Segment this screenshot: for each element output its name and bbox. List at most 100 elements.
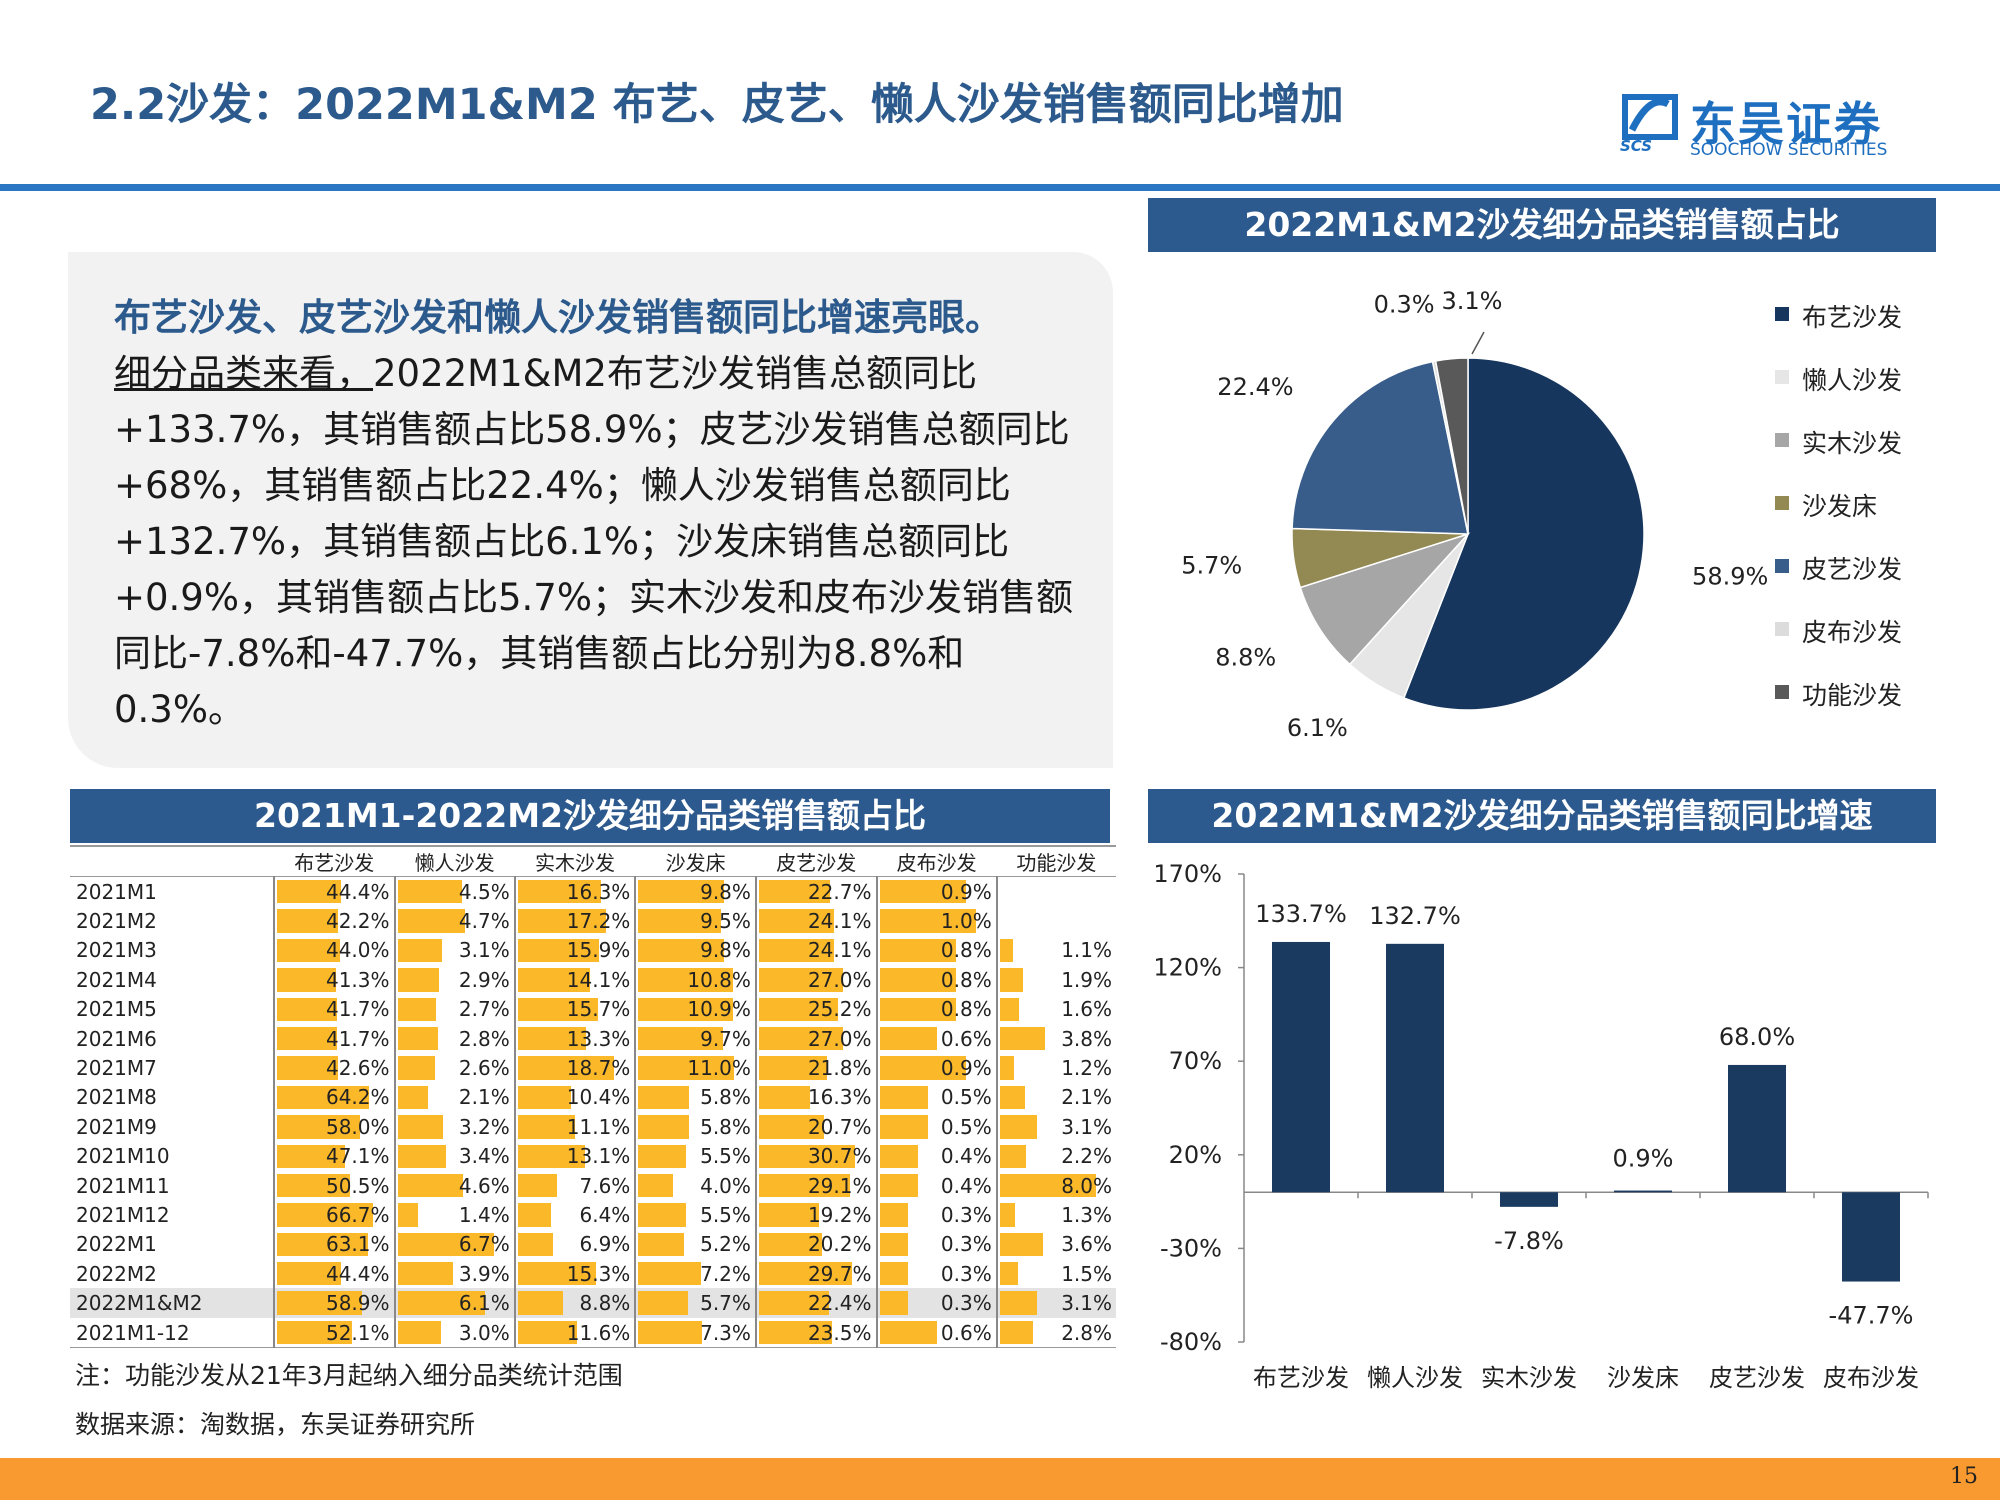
table-cell: 15.3% xyxy=(513,1259,636,1289)
table-cell: 1.1% xyxy=(995,935,1116,966)
table-data-bar xyxy=(758,938,835,963)
table-cell-value: 0.9% xyxy=(940,1056,992,1081)
table-data-bar xyxy=(879,938,957,963)
table-cell-value: 8.0% xyxy=(1061,1173,1112,1198)
table-cell: 11.6% xyxy=(513,1317,636,1348)
table-row: 2022M1 63.1% 6.7% 6.9% 5.2% 20.2% 0.3% 3.6% xyxy=(70,1229,1116,1260)
table-cell-value: 1.6% xyxy=(1061,997,1112,1022)
table-column-header: 沙发床 xyxy=(665,851,726,875)
table-cell-value: 1.9% xyxy=(1061,967,1112,992)
table-cell: 4.5% xyxy=(393,876,515,907)
x-tick-label: 布艺沙发 xyxy=(1253,1364,1349,1392)
table-data-bar xyxy=(638,880,724,904)
table-data-bar xyxy=(397,1232,494,1257)
table-data-bar xyxy=(276,1232,368,1257)
table-cell: 9.7% xyxy=(634,1023,756,1054)
table-cell: 7.6% xyxy=(513,1170,636,1201)
table-row-label: 2022M1&M2 xyxy=(76,1291,203,1316)
table-data-bar xyxy=(999,1291,1037,1315)
table-data-bar xyxy=(517,1320,578,1345)
table-cell: 0.9% xyxy=(875,1053,997,1083)
table-cell-value: 22.4% xyxy=(807,1291,872,1316)
table-cell: 42.6% xyxy=(272,1053,395,1083)
table-row: 2022M2 44.4% 3.9% 15.3% 7.2% 29.7% 0.3% 1.5% xyxy=(70,1259,1116,1289)
table-cell: 44.4% xyxy=(272,876,395,907)
table-cell-value: 20.2% xyxy=(807,1232,872,1257)
table-data-bar xyxy=(276,1085,370,1110)
table-cell: 5.8% xyxy=(634,1112,756,1142)
table-cell-value: 5.5% xyxy=(700,1144,751,1169)
table-cell: 5.2% xyxy=(634,1229,756,1260)
pie-label-3: 8.8% xyxy=(1215,643,1276,671)
table-data-bar xyxy=(758,880,830,904)
table-data-bar xyxy=(758,1085,810,1110)
table-data-bar xyxy=(638,1085,689,1110)
table-cell: 2.8% xyxy=(393,1023,515,1054)
bar xyxy=(1728,1064,1786,1193)
y-tick-label: 20% xyxy=(1169,1141,1222,1169)
table-data-bar xyxy=(397,968,440,992)
table-cell-value: 1.0% xyxy=(940,909,992,934)
table-cell: 18.7% xyxy=(513,1053,636,1083)
legend-swatch xyxy=(1775,559,1789,573)
table-cell-value: 7.3% xyxy=(700,1320,751,1345)
table-row: 2021M3 44.0% 3.1% 15.9% 9.8% 24.1% 0.8% 1.1% xyxy=(70,935,1116,966)
table-cell: 27.0% xyxy=(754,1023,877,1054)
table-cell-value: 0.8% xyxy=(940,997,992,1022)
table-cell: 22.4% xyxy=(754,1288,877,1318)
legend-item: 功能沙发 xyxy=(1802,681,1903,710)
data-source: 数据来源：淘数据，东吴证券研究所 xyxy=(75,1410,476,1439)
table-cell: 24.1% xyxy=(754,906,877,936)
table-cell: 11.1% xyxy=(513,1112,636,1142)
bar-label: -47.7% xyxy=(1829,1302,1914,1330)
table-cell-value: 3.0% xyxy=(458,1320,510,1345)
table-data-bar xyxy=(517,1144,585,1168)
table-cell: 8.0% xyxy=(995,1170,1116,1201)
table-data-bar xyxy=(879,1232,909,1257)
table-data-bar xyxy=(276,1291,362,1315)
table-data-bar xyxy=(638,1232,684,1257)
table-cell-value: 2.8% xyxy=(458,1026,510,1051)
table-cell: 1.6% xyxy=(995,994,1116,1024)
table-cell: 0.4% xyxy=(875,1170,997,1201)
table-cell-value: 1.4% xyxy=(458,1202,510,1227)
table-cell-value: 24.1% xyxy=(807,909,872,934)
table-cell: 10.9% xyxy=(634,994,756,1024)
table-cell: 6.4% xyxy=(513,1200,636,1230)
table-cell: 2.8% xyxy=(995,1317,1116,1348)
table-cell: 3.2% xyxy=(393,1112,515,1142)
y-tick-label: 120% xyxy=(1153,954,1222,982)
table-data-bar xyxy=(999,997,1019,1021)
table-cell: 20.7% xyxy=(754,1112,877,1142)
table-cell: 58.0% xyxy=(272,1112,395,1142)
table-cell-value: 25.2% xyxy=(807,997,872,1022)
pie-label-6: 0.3% xyxy=(1374,290,1435,318)
table-cell-value: 64.2% xyxy=(325,1085,390,1110)
table-cell-value: 4.6% xyxy=(458,1173,510,1198)
table-cell xyxy=(995,876,1116,907)
legend-item: 布艺沙发 xyxy=(1802,303,1903,332)
table-cell: 6.7% xyxy=(393,1229,515,1260)
table-cell: 21.8% xyxy=(754,1053,877,1083)
y-tick-label: -80% xyxy=(1160,1328,1222,1356)
legend-item: 皮艺沙发 xyxy=(1802,555,1903,584)
table-row-label: 2022M1 xyxy=(76,1232,157,1257)
table-data-bar xyxy=(999,1232,1043,1257)
table-data-bar xyxy=(999,1173,1096,1198)
table-cell: 42.2% xyxy=(272,906,395,936)
table-cell: 64.2% xyxy=(272,1082,395,1113)
bar-label: -7.8% xyxy=(1494,1227,1564,1255)
bar-label: 133.7% xyxy=(1255,900,1347,928)
table-cell-value: 0.6% xyxy=(940,1320,992,1345)
table-cell: 1.0% xyxy=(875,906,997,936)
table-row: 2021M4 41.3% 2.9% 14.1% 10.8% 27.0% 0.8% 1.9% xyxy=(70,965,1116,995)
table-column-header: 布艺沙发 xyxy=(294,851,375,875)
table-data-bar xyxy=(397,997,437,1021)
table-cell: 16.3% xyxy=(754,1082,877,1113)
legend-swatch xyxy=(1775,307,1789,321)
table-cell-value: 4.0% xyxy=(700,1173,751,1198)
table-data-bar xyxy=(879,997,957,1021)
table-column-header: 功能沙发 xyxy=(1016,851,1097,875)
table-row-label: 2021M6 xyxy=(76,1026,157,1051)
table-cell-value: 14.1% xyxy=(566,967,631,992)
